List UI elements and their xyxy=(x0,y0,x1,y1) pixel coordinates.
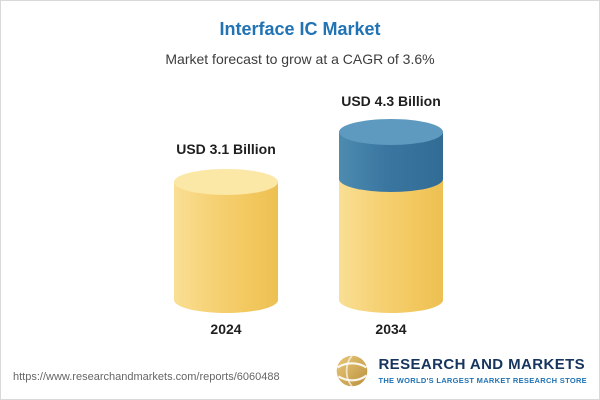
bar-2034-base-segment xyxy=(339,179,443,313)
logo-globe-icon xyxy=(337,355,368,387)
bar-2034-value-label: USD 4.3 Billion xyxy=(341,93,441,109)
logo-name: RESEARCH AND MARKETS xyxy=(378,355,586,373)
logo-text-block: RESEARCH AND MARKETS THE WORLD'S LARGEST… xyxy=(378,355,587,386)
bar-2024 xyxy=(174,169,278,313)
logo-tagline: THE WORLD'S LARGEST MARKET RESEARCH STOR… xyxy=(378,376,587,386)
bar-2024-value-label: USD 3.1 Billion xyxy=(176,141,276,157)
x-axis-label-2024: 2024 xyxy=(210,321,242,337)
researchandmarkets-logo: RESEARCH AND MARKETS THE WORLD'S LARGEST… xyxy=(334,353,587,389)
bar-2034-top-cap xyxy=(339,119,443,145)
bar-2034 xyxy=(339,119,443,313)
chart-subtitle: Market forecast to grow at a CAGR of 3.6… xyxy=(165,51,435,67)
x-axis-label-2034: 2034 xyxy=(375,321,407,337)
bar-2024-top-cap xyxy=(174,169,278,195)
report-url: https://www.researchandmarkets.com/repor… xyxy=(13,371,280,383)
bar-2024-base-segment xyxy=(174,182,278,313)
chart-title: Interface IC Market xyxy=(219,19,381,39)
